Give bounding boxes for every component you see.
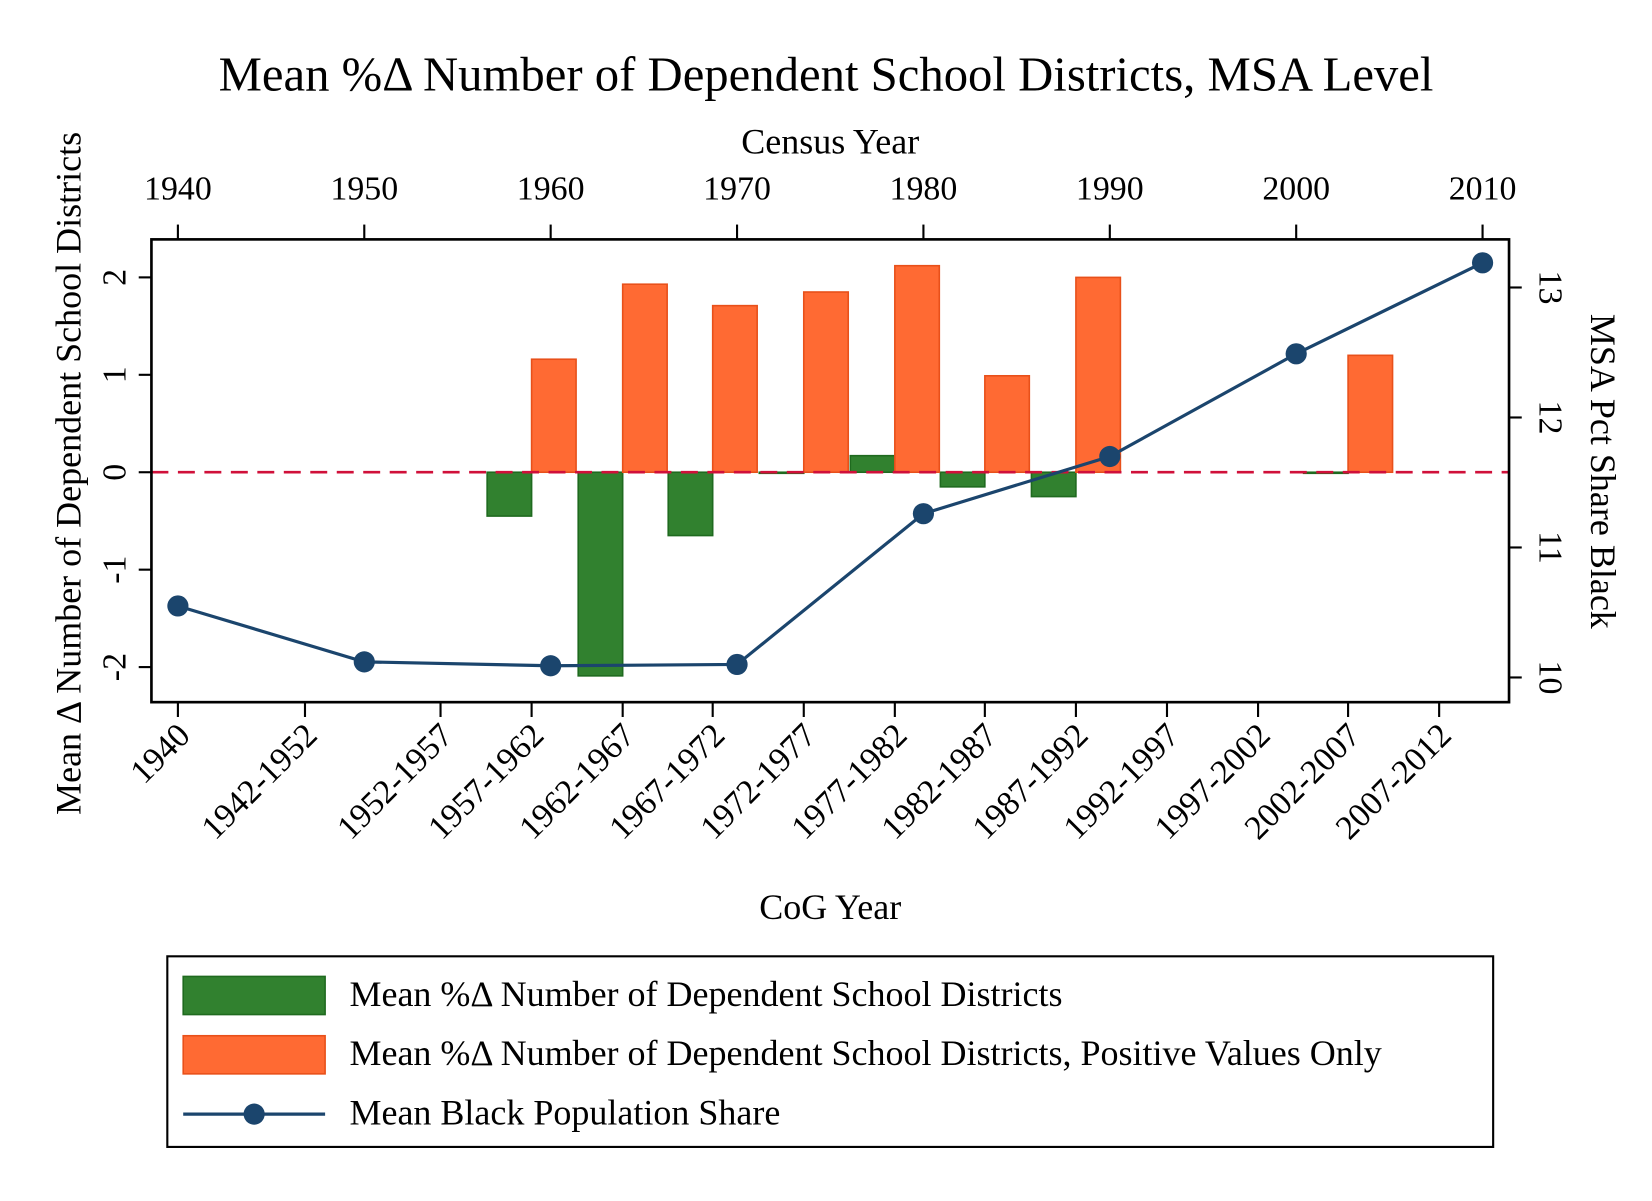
plot-frame <box>150 238 1511 704</box>
legend-label: Mean %Δ Number of Dependent School Distr… <box>349 1033 1381 1073</box>
legend-marker <box>243 1103 265 1125</box>
y2-tick-label: 13 <box>1531 271 1568 305</box>
legend-swatch <box>182 975 326 1016</box>
y2-tick-label: 10 <box>1531 661 1568 695</box>
line <box>177 261 1484 668</box>
bar <box>1347 354 1394 474</box>
legend-box <box>166 955 1495 1148</box>
x-axis-label: CoG Year <box>759 887 901 927</box>
y-tick-label: 0 <box>96 464 133 481</box>
y2-tick-label: 11 <box>1531 531 1568 564</box>
line-point <box>912 503 935 525</box>
line-point <box>167 595 189 617</box>
x2-tick-label: 1980 <box>890 171 958 208</box>
bar <box>1030 471 1077 498</box>
bar <box>486 471 533 517</box>
line-point <box>1099 445 1121 468</box>
bar <box>530 358 577 474</box>
x2-tick-label: 2000 <box>1262 171 1330 208</box>
bar <box>802 291 850 474</box>
line-point <box>540 655 562 677</box>
x2-tick-label: 1950 <box>330 171 398 208</box>
line-point <box>1471 252 1494 274</box>
bar <box>939 471 986 488</box>
y-tick-label: 1 <box>96 366 133 383</box>
y-tick-label: -1 <box>96 556 133 584</box>
x2-tick-label: 1990 <box>1076 171 1144 208</box>
y-axis-label: Mean Δ Number of Dependent School Distri… <box>48 132 88 815</box>
bar <box>849 454 896 474</box>
line-point <box>726 653 748 676</box>
x2-tick-label: 1960 <box>517 171 585 208</box>
y2-tick-label: 12 <box>1531 401 1568 435</box>
x2-axis-label: Census Year <box>741 121 919 161</box>
y-tick-label: -2 <box>96 653 133 681</box>
x-tick-label: 1942-1952 <box>195 717 325 847</box>
x2-tick-label: 1970 <box>703 171 771 208</box>
chart-title: Mean %Δ Number of Dependent School Distr… <box>219 48 1434 102</box>
bar <box>894 264 941 474</box>
line-point <box>353 651 375 673</box>
x2-tick-label: 2010 <box>1449 171 1517 208</box>
y-tick-label: 2 <box>96 269 133 286</box>
bar <box>984 374 1031 474</box>
bar <box>577 471 624 677</box>
bar <box>667 471 714 537</box>
x-tick-label: 1940 <box>123 717 197 791</box>
x2-tick-label: 1940 <box>144 171 212 208</box>
bar <box>1075 276 1122 474</box>
bar <box>621 283 668 474</box>
bar <box>711 304 758 474</box>
y2-axis-label: MSA Pct Share Black <box>1583 314 1623 629</box>
legend-label: Mean %Δ Number of Dependent School Distr… <box>349 974 1062 1014</box>
line-point <box>1285 343 1307 365</box>
legend-swatch <box>182 1034 326 1075</box>
legend-label: Mean Black Population Share <box>349 1092 780 1132</box>
